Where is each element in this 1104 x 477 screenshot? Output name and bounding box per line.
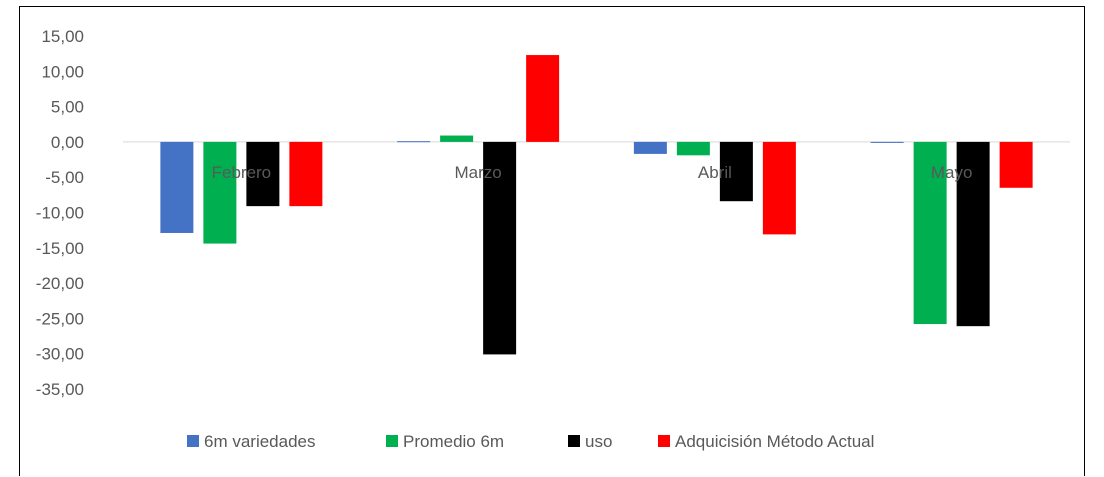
y-axis-tick-labels: 15,00 10,00 5,00 0,00 -5,00 -10,00 -15,00 -20,0… bbox=[36, 27, 84, 399]
y-tick-label: -5,00 bbox=[45, 168, 84, 187]
bar-mayo-series-3 bbox=[999, 141, 1033, 188]
bar-mayo-series-2 bbox=[956, 141, 990, 327]
legend-swatch bbox=[187, 435, 199, 447]
legend: 6m variedades Promedio 6m uso Adquicisión M… bbox=[187, 432, 874, 451]
bar-marzo-series-0 bbox=[397, 141, 431, 143]
y-tick-label: -30,00 bbox=[36, 345, 84, 364]
category-labels: Febrero Marzo Abril Mayo bbox=[212, 163, 973, 182]
y-tick-label: -35,00 bbox=[36, 380, 84, 399]
bar-febrero-series-0 bbox=[160, 141, 194, 233]
bar-marzo-series-3 bbox=[526, 55, 560, 142]
bar-febrero-series-2 bbox=[246, 141, 280, 207]
category-label: Abril bbox=[698, 163, 732, 182]
bar-mayo-series-0 bbox=[870, 141, 904, 143]
bar-abril-series-1 bbox=[676, 141, 710, 156]
y-tick-label: -15,00 bbox=[36, 239, 84, 258]
legend-swatch bbox=[568, 435, 580, 447]
y-tick-label: 15,00 bbox=[41, 27, 84, 46]
y-tick-label: 5,00 bbox=[51, 98, 84, 117]
category-label: Febrero bbox=[212, 163, 272, 182]
y-tick-label: -20,00 bbox=[36, 274, 84, 293]
legend-label: Adquicisión Método Actual bbox=[675, 432, 874, 451]
bar-febrero-series-1 bbox=[203, 141, 237, 244]
category-label: Mayo bbox=[931, 163, 973, 182]
legend-label: 6m variedades bbox=[204, 432, 316, 451]
legend-swatch bbox=[386, 435, 398, 447]
bar-abril-series-0 bbox=[633, 141, 667, 154]
bar-febrero-series-3 bbox=[289, 141, 323, 207]
bar-marzo-series-2 bbox=[483, 141, 517, 355]
bar-mayo-series-1 bbox=[913, 141, 947, 325]
bar-abril-series-3 bbox=[762, 141, 796, 235]
legend-label: Promedio 6m bbox=[403, 432, 504, 451]
y-tick-label: 10,00 bbox=[41, 62, 84, 81]
y-tick-label: -25,00 bbox=[36, 309, 84, 328]
legend-swatch bbox=[658, 435, 670, 447]
legend-label: uso bbox=[585, 432, 612, 451]
bar-marzo-series-1 bbox=[440, 135, 474, 142]
bars-group bbox=[160, 55, 1033, 355]
bar-abril-series-2 bbox=[719, 141, 753, 202]
y-tick-label: 0,00 bbox=[51, 133, 84, 152]
y-tick-label: -10,00 bbox=[36, 204, 84, 223]
category-label: Marzo bbox=[455, 163, 502, 182]
